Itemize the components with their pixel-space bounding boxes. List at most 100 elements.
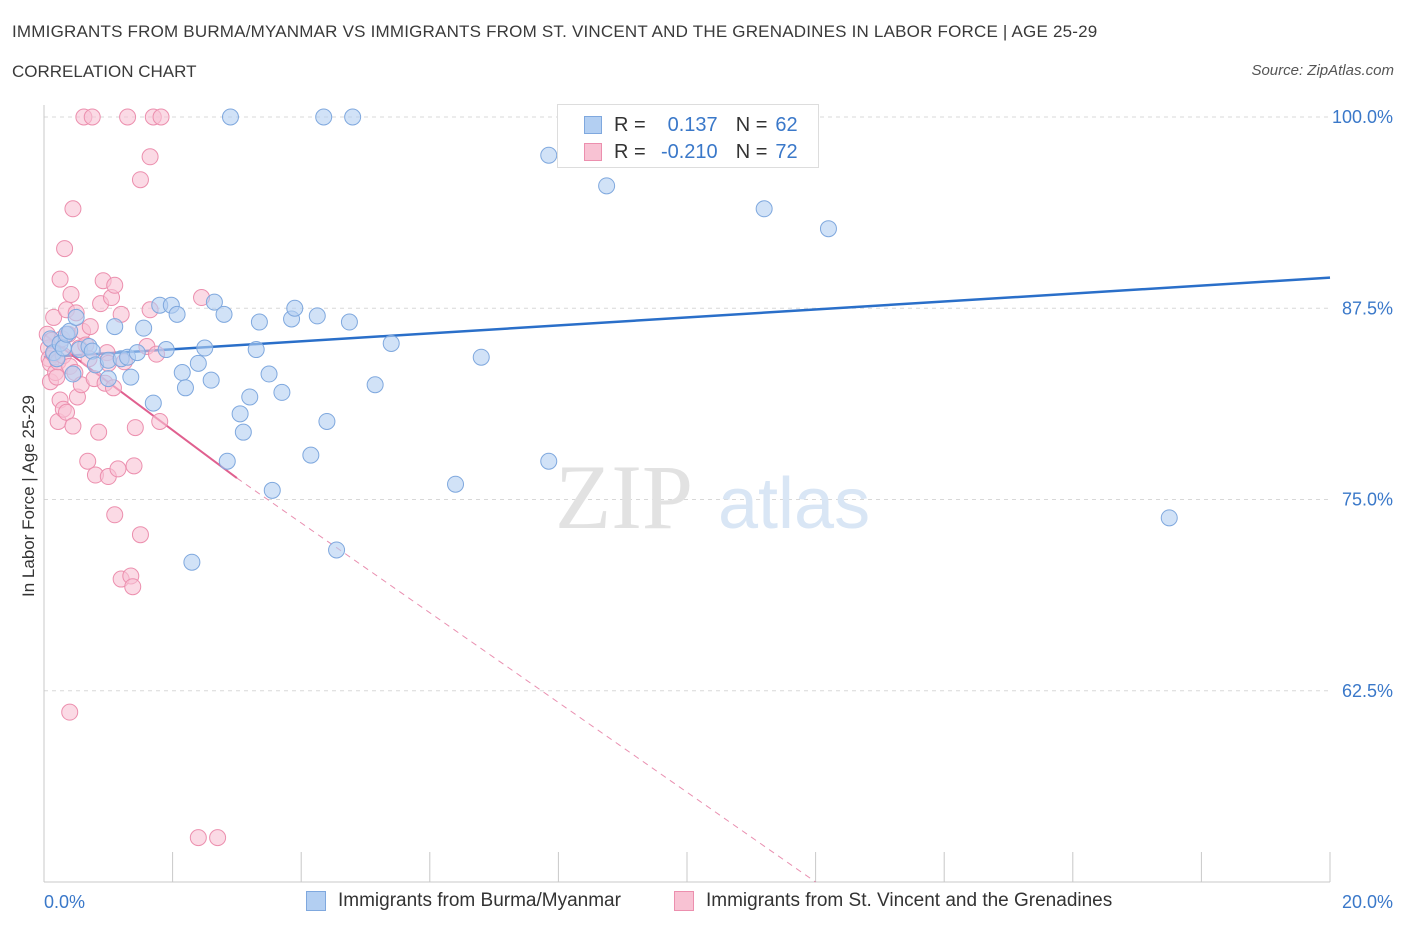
legend-n-label: N =	[735, 140, 768, 163]
point-stvincent	[106, 506, 124, 524]
point-burma	[189, 354, 207, 372]
point-burma	[472, 348, 490, 366]
point-burma	[447, 475, 465, 493]
point-stvincent	[61, 703, 79, 721]
point-burma	[1160, 509, 1178, 527]
y-tick-label: 87.5%	[1342, 298, 1393, 318]
point-burma	[135, 319, 153, 337]
y-tick-label: 100.0%	[1332, 107, 1393, 127]
point-burma	[144, 394, 162, 412]
point-burma	[250, 313, 268, 331]
point-burma	[99, 370, 117, 388]
axis-layer	[43, 105, 1331, 883]
point-burma	[540, 146, 558, 164]
point-burma	[302, 446, 320, 464]
point-stvincent	[79, 452, 97, 470]
legend-r-label: R =	[614, 140, 646, 163]
legend-n-label: N =	[735, 113, 768, 136]
point-burma	[234, 423, 252, 441]
point-stvincent	[90, 423, 108, 441]
trend-layer	[43, 276, 1331, 883]
legend-r-value: -0.210	[660, 140, 718, 163]
point-burma	[340, 313, 358, 331]
point-burma	[247, 341, 265, 359]
point-burma	[122, 368, 140, 386]
legend-n-value: 62	[775, 113, 798, 136]
y-axis-label: In Labor Force | Age 25-29	[19, 395, 38, 597]
point-stvincent	[131, 171, 149, 189]
watermark-zip: ZIP	[555, 446, 693, 548]
point-stvincent	[209, 829, 227, 847]
y-tick-label: 75.0%	[1342, 490, 1393, 510]
point-burma	[819, 220, 837, 238]
point-stvincent	[125, 457, 143, 475]
tick-label-layer: 62.5% 75.0% 87.5% 100.0% 0.0% 20.0%	[44, 107, 1393, 912]
point-burma	[318, 412, 336, 430]
point-burma	[215, 305, 233, 323]
point-stvincent	[83, 108, 101, 126]
point-burma	[286, 299, 304, 317]
point-stvincent	[141, 148, 159, 166]
point-burma	[128, 344, 146, 362]
point-burma	[202, 371, 220, 389]
point-burma	[328, 541, 346, 559]
chart-source: Source: ZipAtlas.com	[1251, 62, 1394, 79]
point-burma	[540, 452, 558, 470]
point-stvincent	[62, 285, 80, 303]
trend-line-extension-stvincent	[236, 477, 816, 883]
point-burma	[168, 305, 186, 323]
point-stvincent	[58, 403, 76, 421]
point-burma	[83, 342, 101, 360]
point-burma	[61, 322, 79, 340]
point-burma	[260, 365, 278, 383]
point-burma	[64, 365, 82, 383]
point-stvincent	[56, 240, 74, 258]
bottom-legend-label-burma: Immigrants from Burma/Myanmar	[338, 890, 621, 911]
correlation-legend: R = 0.137 N = 62 R = -0.210 N = 72	[557, 104, 819, 168]
point-burma	[263, 481, 281, 499]
point-burma	[382, 334, 400, 352]
legend-n-value: 72	[775, 140, 798, 163]
point-burma	[315, 108, 333, 126]
point-burma	[344, 108, 362, 126]
point-burma	[176, 379, 194, 397]
point-burma	[183, 553, 201, 571]
point-burma	[221, 108, 239, 126]
point-burma	[241, 388, 259, 406]
point-burma	[106, 318, 124, 336]
legend-r-label: R =	[614, 113, 646, 136]
bottom-legend-swatch-blue	[306, 891, 326, 911]
point-stvincent	[51, 270, 69, 288]
point-burma	[218, 452, 236, 470]
legend-row-burma: R = 0.137 N = 62	[584, 113, 798, 137]
bottom-legend-label-stvincent: Immigrants from St. Vincent and the Gren…	[706, 890, 1113, 911]
point-burma	[366, 376, 384, 394]
point-stvincent	[109, 460, 127, 478]
point-stvincent	[126, 419, 144, 437]
point-stvincent	[124, 578, 142, 596]
point-stvincent	[64, 417, 82, 435]
point-burma	[598, 177, 616, 195]
point-burma	[157, 341, 175, 359]
trend-line-burma	[43, 276, 1331, 359]
legend-row-stvincent: R = -0.210 N = 72	[584, 140, 798, 164]
x-tick-label-min: 0.0%	[44, 892, 85, 912]
legend-swatch-pink	[584, 143, 602, 161]
point-burma	[308, 307, 326, 325]
point-burma	[67, 308, 85, 326]
legend-r-value: 0.137	[667, 113, 718, 136]
chart-subtitle: CORRELATION CHART	[12, 62, 197, 81]
watermark-atlas: atlas	[718, 464, 870, 544]
grid-layer	[44, 116, 1330, 692]
point-burma	[273, 383, 291, 401]
bottom-legend-burma: Immigrants from Burma/Myanmar	[306, 890, 621, 912]
point-stvincent	[152, 108, 170, 126]
legend-swatch-blue	[584, 116, 602, 134]
point-stvincent	[189, 829, 207, 847]
y-tick-label: 62.5%	[1342, 681, 1393, 701]
chart-title: IMMIGRANTS FROM BURMA/MYANMAR VS IMMIGRA…	[12, 22, 1098, 41]
point-burma	[54, 339, 72, 357]
points-layer	[38, 108, 1178, 847]
point-stvincent	[106, 276, 124, 294]
